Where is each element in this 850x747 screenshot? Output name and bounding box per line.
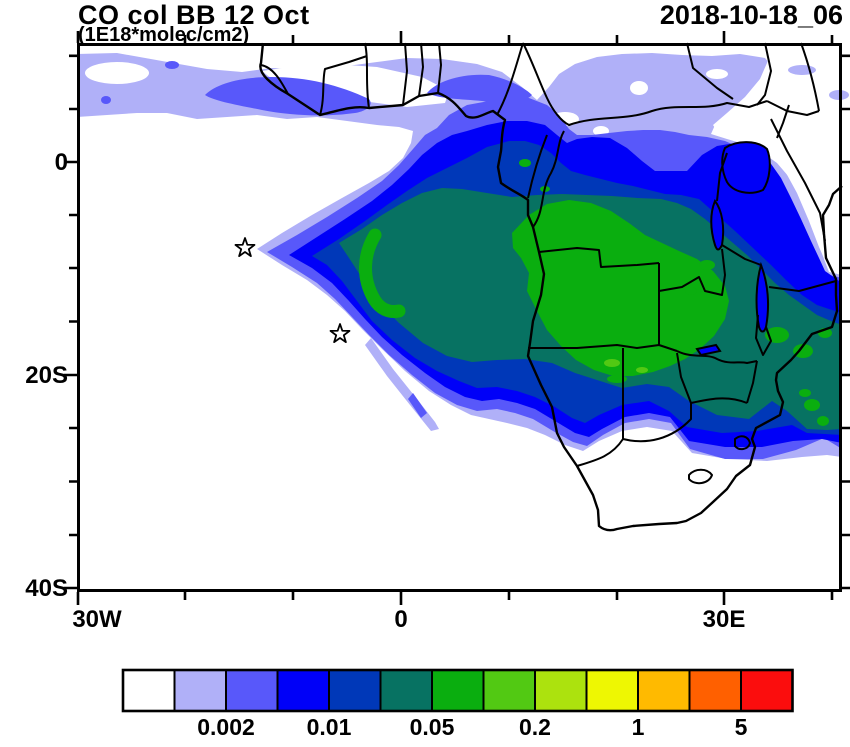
plot-frame [77,43,842,592]
station-star-markers [234,237,351,343]
lake-kariba [695,343,722,357]
colorbar-label: 0.002 [197,714,255,740]
contour-fill-level7-yellowgreen [604,359,648,373]
lake-tanganyika [710,199,725,251]
colorbar-label: 0.2 [519,714,551,740]
lake-victoria [721,141,771,194]
y-tick-label-20s: 20S [25,362,68,389]
colorbar-label: 0.05 [409,714,455,740]
contour-white-cutouts [85,43,842,269]
star-marker-2 [329,323,351,343]
x-tick-label-30e: 30E [702,606,746,633]
map-plot [64,31,850,605]
colorbar-frame [121,668,794,713]
colorbar-label: 0.01 [306,714,352,740]
colorbar-cell [122,669,176,712]
page-title: CO col BB 12 Oct [78,0,310,30]
lake-malawi [755,261,770,333]
colorbar-cell [637,669,691,712]
colorbar-cell [688,669,742,712]
colorbar-cell [534,669,588,712]
colorbar-cell [482,669,536,712]
valid-datetime: 2018-10-18_06 [659,0,843,30]
colorbar-cell [173,669,227,712]
axis-ticks [64,31,850,605]
colorbar-cell [585,669,639,712]
y-tick-label-40s: 40S [25,575,68,602]
lakes [695,141,771,357]
africa-coastline [259,42,843,532]
colorbar-label: 5 [734,714,748,740]
colorbar-cell [431,669,485,712]
colorbar [121,668,794,713]
colorbar-cell [328,669,382,712]
units-subtitle: (1E18*molec/cm2) [78,24,250,46]
x-tick-label-30w: 30W [72,606,122,633]
colorbar-cell [379,669,433,712]
country-borders [260,42,837,485]
y-tick-label-0: 0 [54,149,68,176]
colorbar-label: 1 [631,714,645,740]
colorbar-cell [740,669,794,712]
x-tick-label-0: 0 [394,606,408,633]
colorbar-cell [225,669,279,712]
colorbar-cell [276,669,330,712]
star-marker-1 [234,237,256,257]
